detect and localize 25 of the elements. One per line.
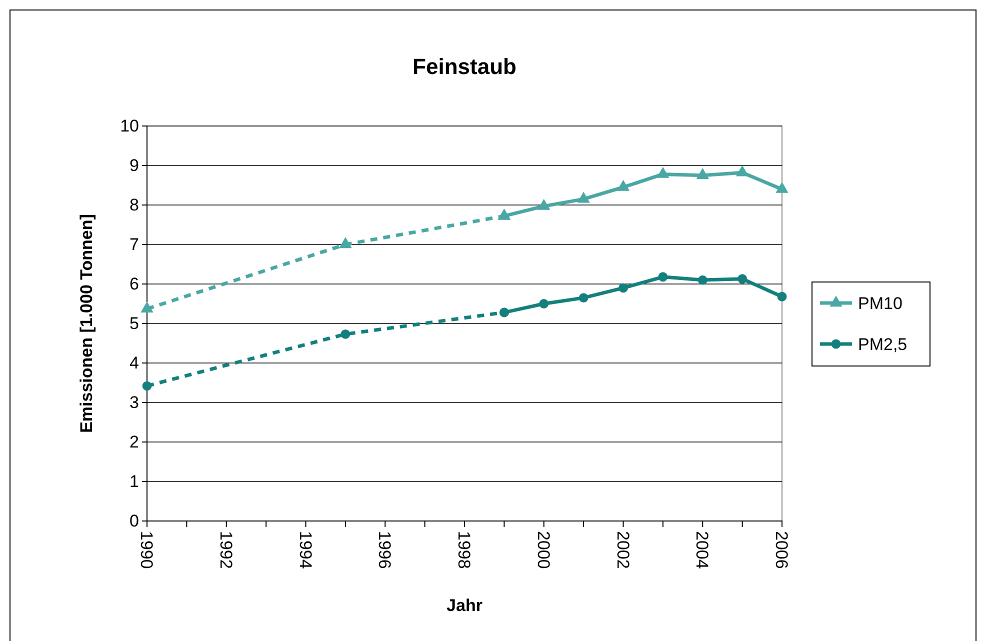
y-tick-label: 3 [130,392,139,412]
legend-label: PM2,5 [858,335,908,354]
y-tick-label: 4 [130,353,139,372]
y-tick-label: 10 [120,116,139,136]
y-axis-title: Emissionen [1.000 Tonnen] [77,214,96,433]
y-tick-label: 0 [130,511,139,530]
y-tick-label: 2 [130,432,139,452]
x-tick-label: 1996 [375,531,394,569]
y-tick-label: 5 [130,314,139,333]
x-tick-label: 2002 [613,531,632,569]
y-tick-label: 8 [130,195,139,214]
chart-title: Feinstaub [412,54,516,79]
x-tick-label: 1992 [216,531,236,569]
y-tick-label: 7 [130,234,139,254]
y-tick-label: 6 [130,274,139,294]
x-tick-label: 2004 [692,531,712,569]
x-tick-label: 1994 [296,531,315,569]
y-tick-label: 1 [130,472,139,491]
y-tick-label: 9 [130,156,139,175]
x-tick-label: 2006 [772,531,792,569]
x-tick-label: 2000 [534,531,553,569]
x-axis-title: Jahr [446,596,483,615]
x-tick-label: 1998 [454,531,474,569]
x-tick-label: 1990 [137,531,156,569]
legend-label: PM10 [858,294,902,313]
